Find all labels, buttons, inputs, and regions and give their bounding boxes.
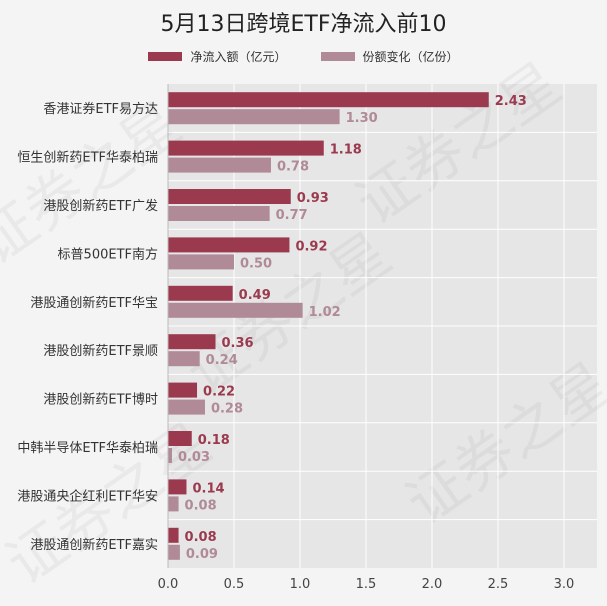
bar-inflow [168, 431, 192, 446]
bar-inflow [168, 237, 290, 253]
value-label-shares: 0.28 [211, 402, 243, 417]
bar-inflow [168, 285, 233, 301]
value-label-inflow: 0.22 [203, 385, 235, 400]
x-tick-label: 3.0 [554, 577, 575, 592]
value-label-inflow: 0.08 [185, 530, 217, 545]
category-label: 港股创新药ETF博时 [43, 392, 158, 408]
category-label: 港股通创新药ETF嘉实 [30, 537, 158, 553]
value-label-shares: 0.24 [206, 353, 238, 368]
value-label-inflow: 1.18 [330, 143, 362, 158]
value-label-shares: 0.09 [186, 547, 218, 562]
value-label-inflow: 0.36 [222, 336, 254, 351]
legend-swatch-shares [320, 52, 355, 61]
bar-shares [168, 399, 205, 415]
value-label-inflow: 0.93 [297, 191, 329, 206]
bar-shares [168, 109, 340, 125]
value-label-shares: 1.30 [346, 111, 378, 126]
category-label: 港股创新药ETF景顺 [43, 343, 158, 359]
category-label: 恒生创新药ETF华泰柏瑞 [17, 150, 158, 166]
legend-item-shares: 份额变化（亿份） [320, 48, 459, 65]
bar-inflow [168, 334, 216, 350]
value-label-shares: 0.77 [276, 208, 308, 223]
legend-swatch-inflow [148, 52, 183, 61]
category-label: 港股创新药ETF广发 [43, 198, 158, 214]
category-label: 标普500ETF南方 [58, 246, 158, 262]
x-tick-label: 2.0 [422, 577, 443, 592]
x-tick-label: 1.5 [356, 577, 377, 592]
value-label-shares: 0.03 [178, 450, 210, 465]
x-tick-label: 2.5 [488, 577, 509, 592]
chart-legend: 净流入额（亿元） 份额变化（亿份） [0, 48, 607, 65]
value-label-shares: 0.78 [277, 160, 309, 175]
category-label: 中韩半导体ETF华泰柏瑞 [17, 441, 158, 456]
bar-inflow [168, 140, 324, 156]
bar-shares [168, 206, 270, 221]
legend-label-shares: 份额变化（亿份） [362, 50, 459, 64]
value-label-shares: 0.50 [240, 256, 272, 271]
bar-inflow [168, 92, 489, 108]
category-label: 港股通央企红利ETF华安 [17, 488, 158, 504]
value-label-shares: 1.02 [309, 305, 341, 320]
x-tick-label: 1.0 [290, 577, 311, 592]
bar-shares [168, 157, 271, 173]
value-label-inflow: 0.49 [239, 288, 271, 303]
bar-shares [168, 254, 234, 270]
value-label-inflow: 0.18 [198, 433, 230, 448]
x-tick-label: 0.5 [224, 577, 245, 592]
bar-inflow [168, 479, 187, 495]
category-label: 香港证券ETF易方达 [43, 101, 158, 117]
legend-item-inflow: 净流入额（亿元） [148, 48, 287, 65]
bar-shares [168, 496, 179, 512]
legend-label-inflow: 净流入额（亿元） [190, 50, 287, 64]
chart-title: 5月13日跨境ETF净流入前10 [160, 12, 447, 37]
bar-shares [168, 544, 180, 560]
bar-inflow [168, 189, 291, 204]
bar-shares [168, 302, 303, 318]
x-tick-label: 0.0 [158, 577, 179, 592]
value-label-shares: 0.08 [185, 498, 217, 513]
bar-shares [168, 448, 172, 463]
value-label-inflow: 2.43 [495, 94, 527, 109]
value-label-inflow: 0.92 [295, 239, 327, 254]
bar-shares [168, 351, 200, 367]
category-label: 港股通创新药ETF华宝 [30, 295, 158, 311]
bar-inflow [168, 382, 198, 398]
bar-inflow [168, 527, 179, 543]
value-label-inflow: 0.14 [192, 481, 224, 496]
